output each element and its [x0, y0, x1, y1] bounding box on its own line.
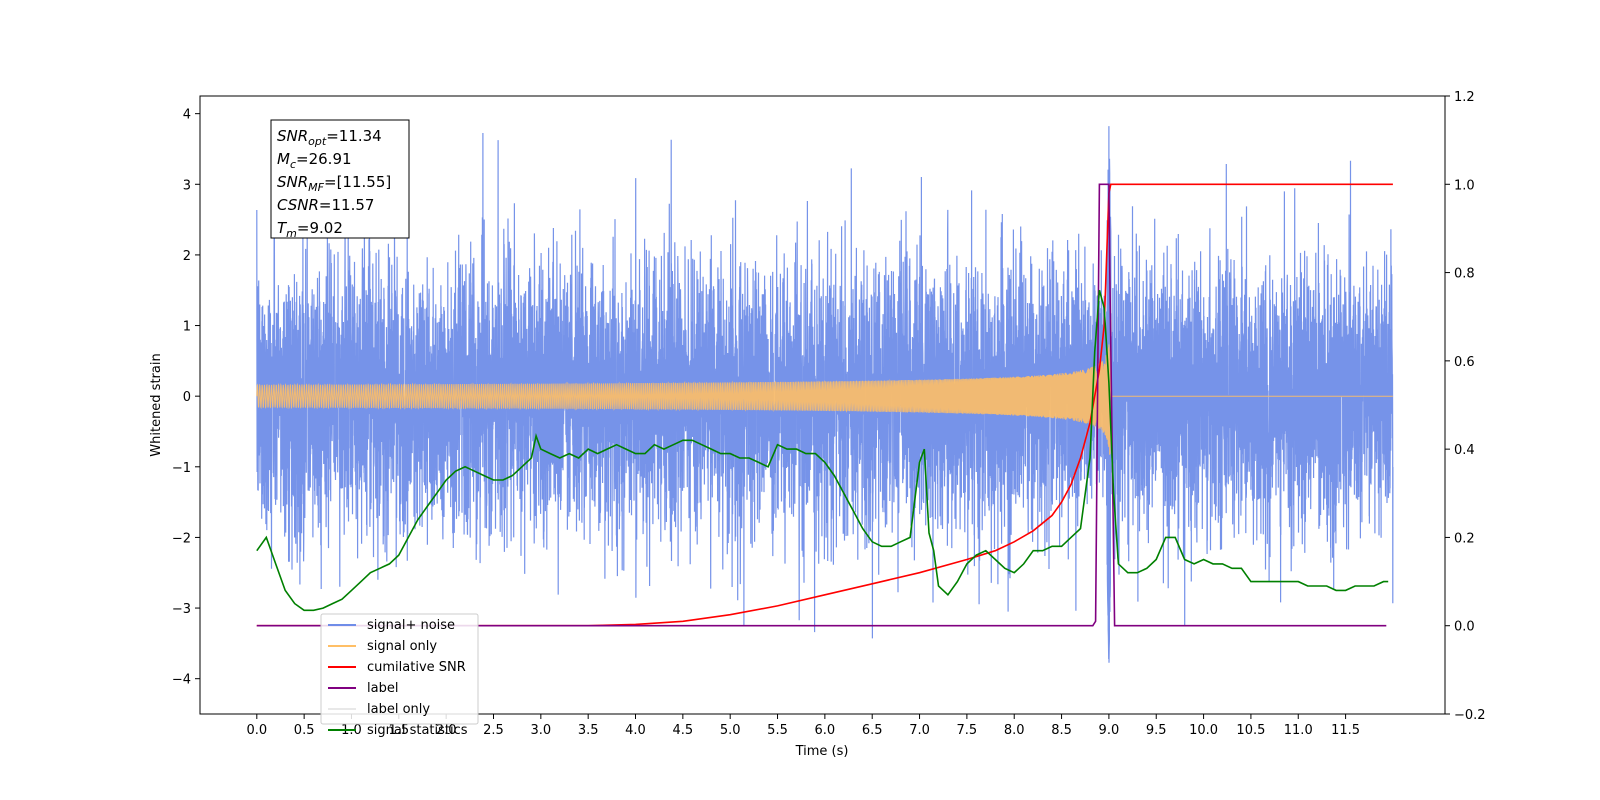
y-tick-label: 0 [183, 390, 191, 405]
y2-tick-label: 1.0 [1454, 178, 1475, 193]
annotation-line: Mc=26.91 [277, 150, 352, 171]
legend: signal+ noise signal only cumilative SNR la… [320, 613, 479, 738]
y-tick-label: −2 [172, 531, 191, 546]
x-tick-label: 11.5 [1331, 723, 1360, 738]
x-tick-label: 7.5 [957, 723, 978, 738]
legend-entry: signal statistics [367, 723, 468, 738]
x-tick-label: 5.0 [720, 723, 741, 738]
x-tick-label: 1.5 [388, 723, 409, 738]
y2-tick-label: 1.2 [1454, 90, 1475, 105]
annotation-line: SNRopt=11.34 [277, 127, 382, 148]
x-tick-label: 2.5 [483, 723, 504, 738]
y-tick-label: 2 [183, 249, 191, 264]
y2-tick-label: 0.6 [1454, 355, 1475, 370]
x-tick-label: 8.5 [1051, 723, 1072, 738]
y-tick-label: −4 [172, 673, 191, 688]
y-axis-label: Whitened strain [149, 353, 164, 456]
x-tick-label: 8.0 [1004, 723, 1025, 738]
series-cumilative-snr [256, 183, 1393, 627]
series-signal-only [256, 319, 1393, 455]
legend-entry: signal+ noise [367, 618, 455, 633]
x-tick-label: 5.5 [767, 723, 788, 738]
annotation-line: Tm=9.02 [277, 219, 343, 240]
x-tick-label: 2.0 [436, 723, 457, 738]
y-tick-label: −3 [172, 602, 191, 617]
y2-tick-label: 0.8 [1454, 267, 1475, 282]
x-tick-label: 0.0 [246, 723, 267, 738]
x-tick-label: 9.5 [1146, 723, 1167, 738]
y2-tick-label: 0.4 [1454, 443, 1475, 458]
series-label [256, 183, 1387, 627]
series-signal-statistics [256, 289, 1389, 612]
x-tick-label: 10.0 [1189, 723, 1218, 738]
x-tick-label: 7.0 [909, 723, 930, 738]
x-tick-label: 6.5 [862, 723, 883, 738]
legend-entry: label only [367, 702, 430, 717]
y2-tick-label: −0.2 [1454, 708, 1486, 723]
x-tick-label: 3.5 [578, 723, 599, 738]
y-tick-label: 1 [183, 320, 191, 335]
y-tick-label: 4 [183, 108, 191, 123]
x-axis-label: Time (s) [795, 744, 849, 759]
x-tick-label: 4.5 [673, 723, 694, 738]
annotation-line: CSNR=11.57 [277, 196, 374, 214]
legend-entry: cumilative SNR [367, 660, 466, 675]
annotation-line: SNRMF=[11.55] [277, 173, 391, 194]
x-tick-label: 4.0 [625, 723, 646, 738]
plot-frame [199, 95, 1446, 715]
x-tick-label: 11.0 [1284, 723, 1313, 738]
y-tick-label: −1 [172, 461, 191, 476]
x-tick-label: 9.0 [1099, 723, 1120, 738]
x-tick-label: 3.0 [530, 723, 551, 738]
legend-entry: label [367, 681, 398, 696]
x-tick-label: 6.0 [815, 723, 836, 738]
legend-entry: signal only [367, 639, 437, 654]
y-tick-label: 3 [183, 178, 191, 193]
y2-tick-label: 0.2 [1454, 531, 1475, 546]
x-tick-label: 10.5 [1236, 723, 1265, 738]
y2-tick-label: 0.0 [1454, 620, 1475, 635]
x-tick-label: 0.5 [294, 723, 315, 738]
